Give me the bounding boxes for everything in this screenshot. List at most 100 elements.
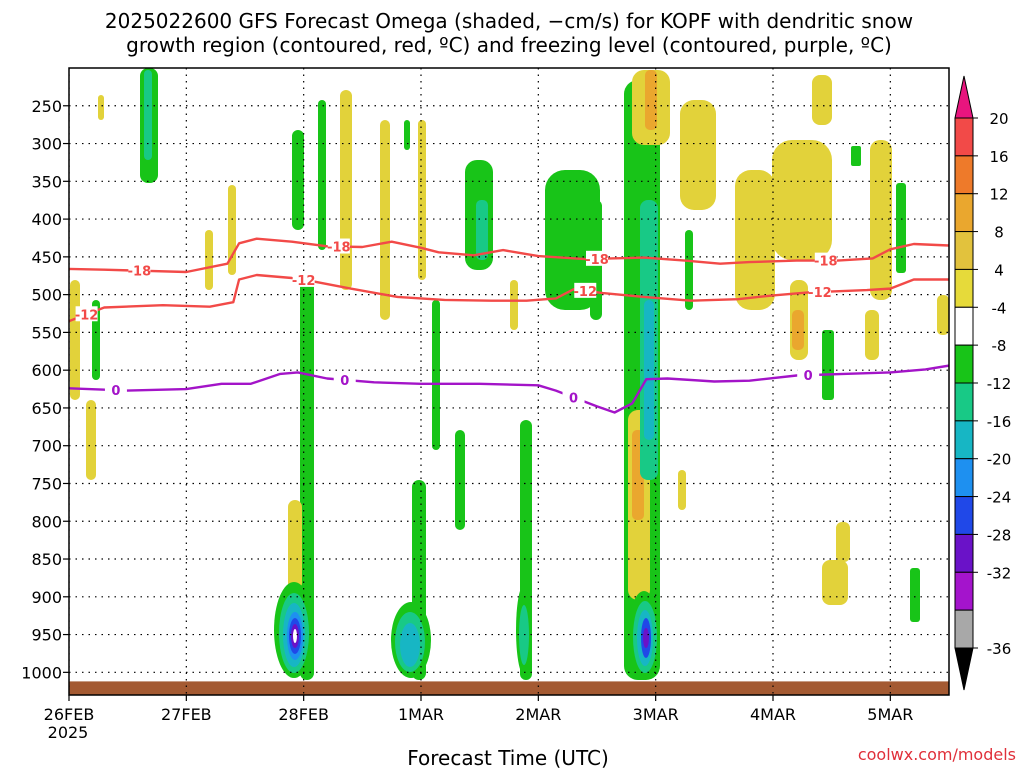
chart-title-line2: growth region (contoured, red, ºC) and f… [126, 33, 892, 57]
contour-label-bg [333, 371, 356, 387]
contour-label-bg [808, 283, 831, 299]
x-tick-label: 28FEB [278, 705, 329, 724]
colorbar-label: -28 [987, 526, 1012, 544]
contour-label: 0 [804, 369, 813, 384]
x-tick-label: 1MAR [398, 705, 444, 724]
contour-label-bg [128, 262, 151, 278]
colorbar-bottom-arrow [954, 647, 974, 691]
x-tick-label: 3MAR [633, 705, 679, 724]
colorbar-segment [954, 420, 974, 460]
colorbar-segment [954, 344, 974, 384]
contour-label: 0 [340, 374, 349, 389]
contour-label: -12 [808, 286, 832, 301]
column-28feb [144, 70, 488, 260]
x-tick-label: 2MAR [515, 705, 561, 724]
chart-title-line1: 2025022600 GFS Forecast Omega (shaded, −… [105, 9, 913, 33]
x-tick-year: 2025 [48, 723, 89, 742]
ground-strip [69, 681, 949, 695]
colorbar-label: 4 [994, 261, 1004, 279]
plot-frame [68, 67, 950, 696]
x-axis-label: Forecast Time (UTC) [407, 746, 609, 768]
x-axis: 26FEB 27FEB 28FEB 1MAR 2MAR 3MAR 4MAR 5MAR [44, 695, 913, 724]
contours: -18 -18 -18 -18 -12 -12 -12 -12 0 0 0 0 [69, 237, 949, 414]
y-tick-label: 950 [31, 626, 62, 645]
omega-shading [70, 68, 949, 680]
colorbar: 20 16 12 8 4 -4 -8 -12 -16 -20 -24 -28 -32 -36 [954, 75, 1012, 691]
contour-label: 0 [111, 384, 120, 399]
colorbar-label: 12 [989, 186, 1008, 204]
y-tick-label: 350 [31, 172, 62, 191]
yellow-shading [70, 70, 949, 605]
contour-label: -12 [75, 308, 99, 323]
watermark: coolwx.com/models [858, 745, 1016, 764]
colorbar-segment [954, 458, 974, 498]
colorbar-segment [954, 533, 974, 573]
colorbar-segment [954, 231, 974, 270]
contour-label-bg [814, 252, 837, 268]
column-3mar [640, 200, 658, 480]
core-3mar [628, 591, 660, 679]
y-tick-label: 300 [31, 135, 62, 154]
colorbar-label: -32 [987, 564, 1012, 582]
colorbar-label: -24 [987, 489, 1012, 507]
contour-label: -18 [585, 253, 609, 268]
colorbar-segment [954, 609, 974, 649]
contour-label: -18 [814, 255, 838, 270]
y-axis: 250 300 350 400 450 500 550 600 650 700 750 800 850 9… [21, 97, 69, 682]
colorbar-label: 8 [994, 224, 1004, 242]
colorbar-label: -36 [987, 640, 1012, 658]
contour-label-bg [292, 271, 315, 287]
colorbar-label: -20 [987, 451, 1012, 469]
colorbar-segment [954, 382, 974, 422]
y-tick-label: 700 [31, 437, 62, 456]
y-tick-label: 250 [31, 97, 62, 116]
colorbar-label: -12 [987, 375, 1012, 393]
x-tick-label: 4MAR [750, 705, 796, 724]
contour-label: -18 [128, 265, 152, 280]
colorbar-segment [954, 268, 974, 308]
contour-label: 0 [569, 391, 578, 406]
grid [69, 68, 949, 695]
colorbar-segment [954, 496, 974, 535]
x-tick-label: 27FEB [161, 705, 212, 724]
contour-label: -12 [292, 274, 316, 289]
colorbar-label: -4 [992, 299, 1007, 317]
y-tick-label: 1000 [21, 663, 62, 682]
y-tick-label: 850 [31, 550, 62, 569]
y-tick-label: 750 [31, 474, 62, 493]
colorbar-label: 16 [989, 148, 1008, 166]
colorbar-label: -8 [992, 337, 1007, 355]
y-tick-label: 650 [31, 399, 62, 418]
colorbar-segment [954, 117, 974, 157]
x-tick-label: 26FEB [44, 705, 95, 724]
colorbar-segment [954, 306, 974, 346]
contour-label-bg [586, 250, 608, 266]
contour-label: -18 [327, 241, 351, 256]
colorbar-segment [954, 155, 974, 195]
colorbar-label: 20 [989, 110, 1008, 128]
y-tick-label: 600 [31, 361, 62, 380]
contour-label-bg [104, 382, 127, 398]
y-tick-label: 550 [31, 323, 62, 342]
core-2mar [516, 585, 532, 675]
contour-label-bg [75, 306, 98, 322]
core-28feb [274, 582, 314, 678]
contour-label-bg [797, 367, 820, 383]
y-tick-label: 400 [31, 210, 62, 229]
colorbar-segment [954, 193, 974, 233]
colorbar-top-arrow [954, 75, 974, 119]
core-1mar [391, 602, 431, 678]
y-tick-label: 500 [31, 286, 62, 305]
y-tick-label: 900 [31, 588, 62, 607]
x-tick-label: 5MAR [867, 705, 913, 724]
contour-label-bg [562, 389, 585, 405]
contour-line [69, 273, 949, 323]
contour-line [69, 364, 949, 414]
y-tick-label: 450 [31, 248, 62, 267]
colorbar-label: -16 [987, 413, 1012, 431]
contour-label-bg [327, 238, 350, 254]
contour-label: -12 [574, 285, 598, 300]
contour-label-bg [574, 282, 597, 298]
y-tick-label: 800 [31, 512, 62, 531]
